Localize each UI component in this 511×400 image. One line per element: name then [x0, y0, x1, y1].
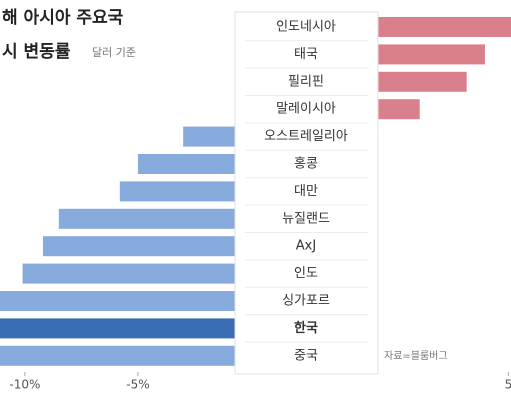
bar	[42, 236, 252, 257]
bars	[0, 17, 511, 366]
label-column	[234, 11, 379, 375]
category-label: 중국	[294, 348, 318, 363]
chart-subtitle: 시 변동률	[2, 42, 71, 62]
bar	[0, 318, 251, 339]
bar	[119, 181, 251, 202]
bar	[0, 291, 251, 311]
category-label: 싱가포르	[282, 294, 330, 309]
category-label: 한국	[294, 320, 318, 336]
category-label: 필리핀	[288, 74, 324, 89]
category-label: 뉴질랜드	[282, 211, 330, 226]
chart-note: 달러 기준	[92, 46, 136, 59]
category-label: 말레이시아	[276, 102, 336, 117]
bar	[183, 126, 251, 147]
bar	[137, 154, 251, 174]
title-bg	[0, 0, 160, 72]
bar	[58, 208, 252, 229]
bar	[378, 71, 467, 92]
category-label: 태국	[294, 47, 318, 62]
category-label: 대만	[294, 184, 318, 199]
chart-title: 해 아시아 주요국	[2, 8, 124, 28]
bar	[0, 345, 251, 366]
bar	[22, 263, 252, 284]
category-label: 오스트레일리아	[264, 129, 348, 144]
x-tick-label: -10%	[9, 378, 40, 392]
bar	[378, 99, 420, 120]
x-tick-label: 5	[505, 378, 511, 392]
category-label: 인도네시아	[276, 20, 336, 35]
x-tick-label: -5%	[126, 378, 149, 392]
category-label: AxJ	[296, 239, 316, 254]
source: 자료=블룸버그	[384, 350, 448, 362]
category-label: 홍콩	[294, 157, 318, 172]
category-label: 인도	[294, 266, 318, 281]
bar	[378, 17, 511, 37]
bar	[378, 44, 485, 65]
